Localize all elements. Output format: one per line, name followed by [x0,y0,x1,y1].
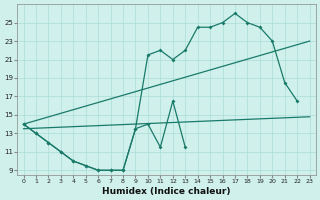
X-axis label: Humidex (Indice chaleur): Humidex (Indice chaleur) [102,187,231,196]
